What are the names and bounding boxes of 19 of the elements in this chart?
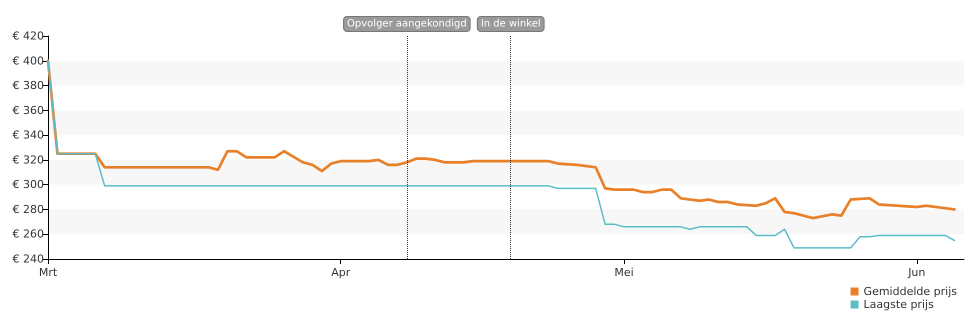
ref-line-label: Opvolger aangekondigd	[347, 18, 467, 30]
y-tick-label: € 240	[12, 252, 44, 266]
y-tick-label: € 360	[12, 104, 44, 117]
legend-label: Gemiddelde prijs	[864, 285, 958, 298]
x-tick-label: Mei	[614, 266, 634, 279]
x-tick-label: Mrt	[38, 266, 58, 279]
ref-line-label: In de winkel	[480, 18, 541, 30]
y-tick-label: € 300	[12, 178, 44, 192]
y-tick-label: € 380	[12, 79, 44, 92]
x-tick-label: Apr	[331, 266, 351, 279]
y-tick-label: € 340	[12, 128, 44, 142]
y-tick-label: € 320	[12, 153, 44, 166]
line-series	[47, 60, 956, 249]
y-tick-label: € 260	[12, 228, 44, 241]
y-tick-label: € 400	[12, 54, 44, 68]
y-tick-label: € 420	[12, 30, 44, 42]
legend-label: Laagste prijs	[864, 298, 934, 311]
x-tick-label: Jun	[907, 266, 926, 279]
y-tick-label: € 280	[12, 202, 44, 216]
